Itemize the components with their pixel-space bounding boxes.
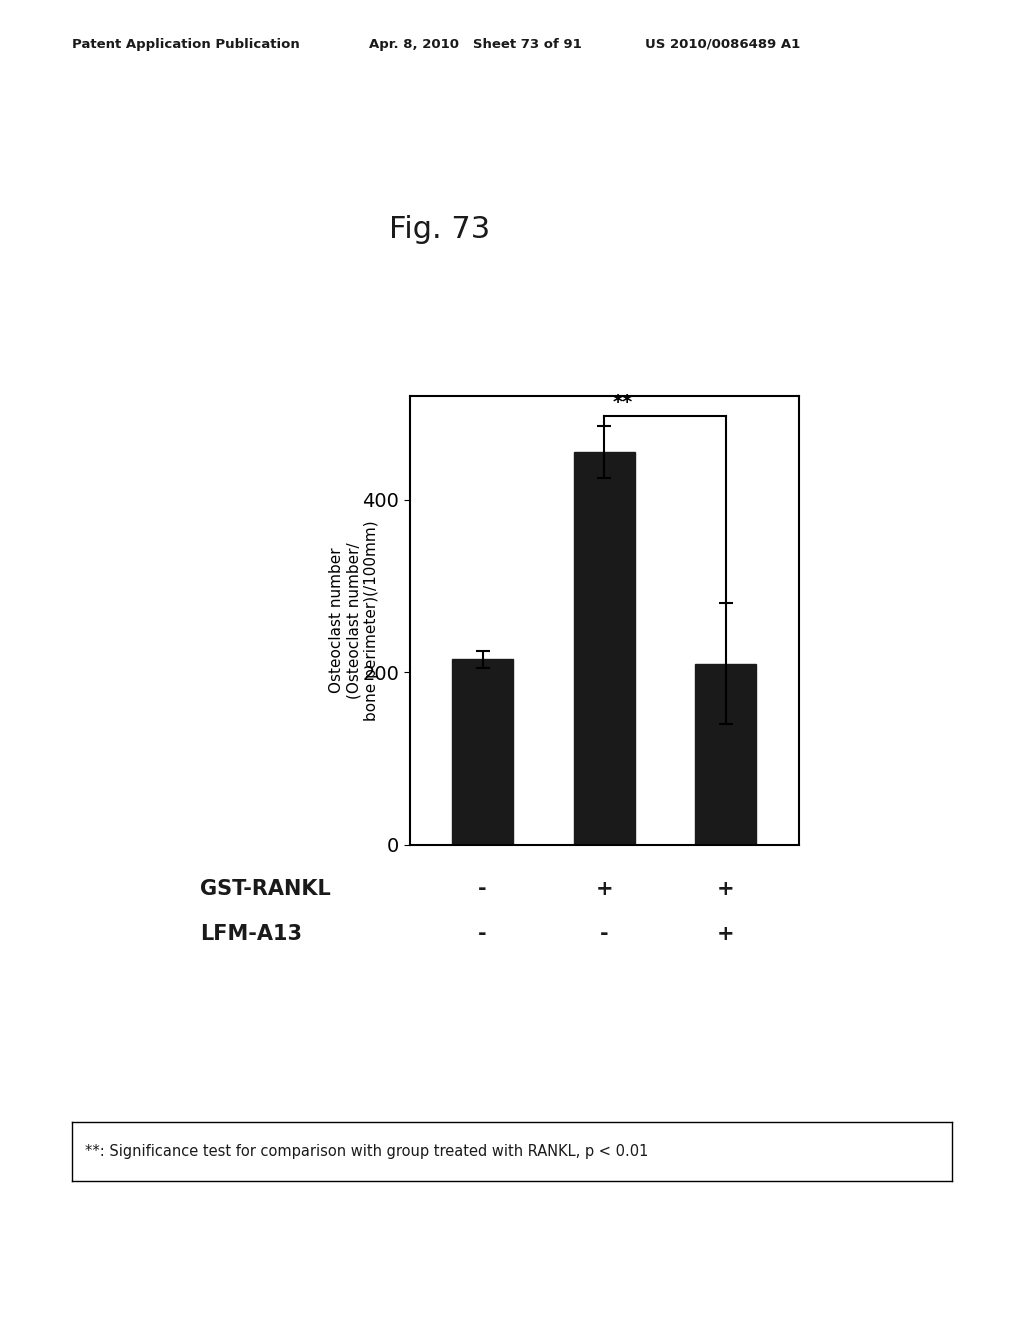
Text: +: + xyxy=(595,879,613,899)
Y-axis label: Osteoclast number
(Osteoclast number/
bone perimeter)(/100mm): Osteoclast number (Osteoclast number/ bo… xyxy=(329,520,379,721)
Text: Patent Application Publication: Patent Application Publication xyxy=(72,37,299,50)
Text: Apr. 8, 2010   Sheet 73 of 91: Apr. 8, 2010 Sheet 73 of 91 xyxy=(369,37,582,50)
Bar xyxy=(695,664,756,845)
Text: **: Significance test for comparison with group treated with RANKL, p < 0.01: **: Significance test for comparison wit… xyxy=(85,1144,648,1159)
Text: LFM-A13: LFM-A13 xyxy=(200,924,302,944)
Bar xyxy=(573,453,635,845)
Text: -: - xyxy=(478,924,486,944)
Text: -: - xyxy=(600,924,608,944)
Text: Fig. 73: Fig. 73 xyxy=(389,215,490,244)
Text: US 2010/0086489 A1: US 2010/0086489 A1 xyxy=(645,37,801,50)
Text: +: + xyxy=(717,879,734,899)
Text: GST-RANKL: GST-RANKL xyxy=(200,879,331,899)
Text: -: - xyxy=(478,879,486,899)
Text: **: ** xyxy=(612,392,633,412)
Text: +: + xyxy=(717,924,734,944)
Bar xyxy=(453,659,513,845)
